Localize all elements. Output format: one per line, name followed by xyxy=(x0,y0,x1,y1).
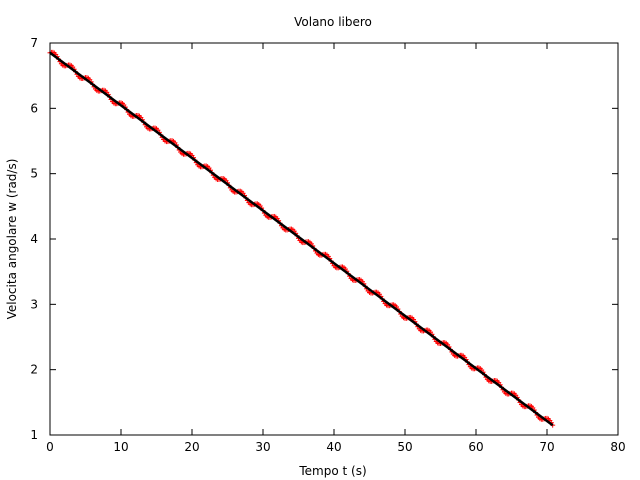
y-tick-label: 6 xyxy=(30,101,38,115)
y-tick-label: 2 xyxy=(30,363,38,377)
y-tick-label: 1 xyxy=(30,428,38,442)
x-tick-label: 50 xyxy=(397,440,412,454)
y-axis: 1 2 3 4 5 6 7 xyxy=(30,36,618,442)
y-axis-label: Velocita angolare w (rad/s) xyxy=(5,159,19,320)
y-tick-label: 7 xyxy=(30,36,38,50)
fit-line xyxy=(49,51,554,427)
y-tick-label: 5 xyxy=(30,167,38,181)
chart-title: Volano libero xyxy=(294,15,372,29)
x-tick-label: 30 xyxy=(255,440,270,454)
x-tick-label: 0 xyxy=(46,440,54,454)
x-tick-label: 60 xyxy=(468,440,483,454)
x-tick-label: 80 xyxy=(610,440,625,454)
plot-frame xyxy=(49,42,619,436)
x-axis: 0 10 20 30 40 50 60 70 80 xyxy=(46,43,626,454)
x-tick-label: 70 xyxy=(539,440,554,454)
x-tick-label: 20 xyxy=(184,440,199,454)
x-tick-label: 40 xyxy=(326,440,341,454)
y-tick-label: 4 xyxy=(30,232,38,246)
x-axis-label: Tempo t (s) xyxy=(298,464,366,478)
fit-line-group xyxy=(49,51,554,427)
y-tick-label: 3 xyxy=(30,297,38,311)
x-tick-label: 10 xyxy=(113,440,128,454)
